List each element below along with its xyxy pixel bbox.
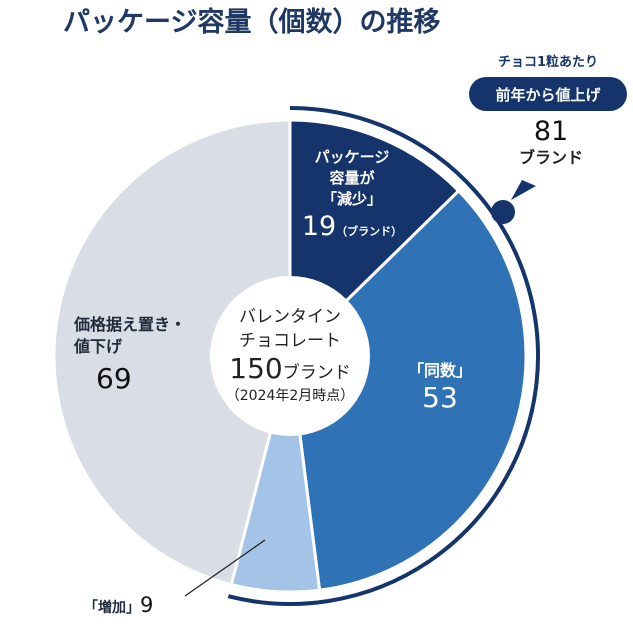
center-hole (210, 276, 370, 436)
annotation-badge-text: 前年から値上げ (495, 86, 601, 104)
annotation-badge (469, 77, 627, 111)
slice-same (288, 188, 528, 592)
increase-arc (227, 106, 540, 606)
center-line1: バレンタイン (239, 307, 341, 327)
reduce-label-3: 「減少」 (322, 190, 382, 208)
same-value: 53 (422, 381, 458, 414)
increase-label: 「増加」 (84, 599, 140, 616)
reduce-value: 19 (302, 211, 336, 242)
chart-title: パッケージ容量（個数）の推移 (63, 6, 440, 38)
annotation-dot (491, 200, 515, 224)
annotation-value: 81 (534, 116, 568, 147)
slice-price-unchanged (52, 118, 292, 587)
reduce-value-row: 19（ブランド） (302, 211, 402, 242)
annotation-arc (227, 106, 540, 606)
same-label: 「同数」 (408, 361, 472, 380)
increase-value: 9 (140, 593, 153, 617)
price-label-2: 値下げ (73, 337, 123, 356)
annotation-unit: ブランド (519, 148, 583, 167)
increase-label-row: 「増加」9 (84, 593, 153, 617)
reduce-label-1: パッケージ (315, 148, 390, 166)
center-date: （2024年2月時点） (226, 388, 355, 404)
reduce-unit: （ブランド） (336, 224, 402, 238)
center-total-value: 150 (229, 352, 282, 385)
increase-leader-line (184, 539, 266, 597)
price-label-1: 価格据え置き・ (73, 315, 186, 334)
reduce-label-2: 容量が (328, 169, 375, 187)
center-total: 150ブランド (229, 352, 350, 385)
center-line2: チョコレート (239, 331, 341, 351)
center-total-unit: ブランド (283, 362, 351, 383)
annotation-pointer (511, 180, 536, 200)
annotation-small: チョコ1粒あたり (498, 54, 598, 70)
price-value: 69 (96, 362, 132, 395)
